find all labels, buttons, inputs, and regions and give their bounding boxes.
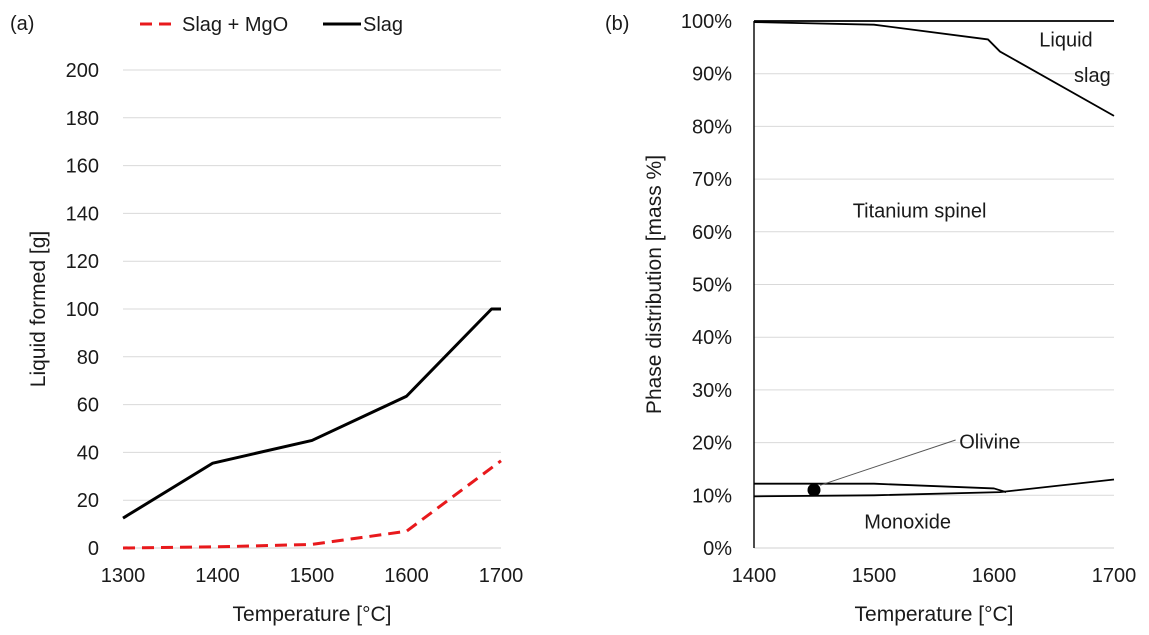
region-label: Titanium spinel [853, 201, 987, 223]
y-tick-label: 50% [692, 275, 732, 297]
y-tick-label: 40 [77, 442, 99, 464]
x-tick-label: 1700 [1092, 565, 1137, 587]
legend-label: Slag [363, 14, 403, 36]
legend: Slag + MgO Slag [140, 14, 403, 36]
panel-label: (a) [10, 13, 34, 35]
y-tick-label: 140 [66, 203, 99, 225]
panel-label: (b) [605, 13, 629, 35]
x-tick-label: 1500 [290, 565, 335, 587]
phase-boundary [754, 482, 1007, 493]
annotation-label: Olivine [959, 432, 1020, 454]
y-axis-title: Phase distribution [mass %] [643, 155, 666, 414]
y-tick-label: 120 [66, 251, 99, 273]
y-tick-label: 60 [77, 395, 99, 417]
x-tick-label: 1700 [479, 565, 524, 587]
x-tick-label: 1300 [101, 565, 146, 587]
y-tick-label: 30% [692, 380, 732, 402]
legend-label: Slag + MgO [182, 14, 288, 36]
olivine-marker [807, 483, 821, 497]
region-label: Monoxide [864, 512, 951, 534]
region-label: Liquid [1039, 29, 1092, 51]
x-tick-label: 1600 [384, 565, 429, 587]
y-tick-label: 80 [77, 347, 99, 369]
y-tick-label: 100% [681, 11, 732, 33]
annotation-leader-line [819, 439, 956, 486]
y-tick-label: 40% [692, 327, 732, 349]
region-label: slag [1074, 65, 1111, 87]
y-tick-label: 80% [692, 116, 732, 138]
x-tick-label: 1500 [852, 565, 897, 587]
chart-panel-b: 0% 10% 20% 30% 40% 50% 60% 70% 80% 90% 100% 1400 150… [605, 11, 1136, 626]
x-tick-label: 1400 [732, 565, 777, 587]
series-line-slag-mgo [122, 459, 502, 550]
y-tick-label: 0% [703, 538, 732, 560]
y-tick-label: 90% [692, 64, 732, 86]
series-line-slag [122, 307, 501, 520]
y-axis-title: Liquid formed [g] [27, 231, 50, 387]
chart-panel-a: 0 20 40 60 80 100 120 140 160 180 200 1300 1400 1500 1… [10, 13, 523, 626]
y-tick-label: 180 [66, 108, 99, 130]
y-tick-label: 160 [66, 156, 99, 178]
x-axis-title: Temperature [°C] [233, 603, 392, 626]
y-tick-label: 0 [88, 538, 99, 560]
y-tick-label: 70% [692, 169, 732, 191]
x-tick-label: 1600 [972, 565, 1017, 587]
y-tick-label: 20 [77, 490, 99, 512]
y-tick-label: 10% [692, 485, 732, 507]
y-tick-label: 60% [692, 222, 732, 244]
x-tick-label: 1400 [195, 565, 240, 587]
y-tick-label: 100 [66, 299, 99, 321]
phase-boundary [753, 21, 1115, 117]
x-axis-title: Temperature [°C] [855, 603, 1014, 626]
y-tick-label: 200 [66, 60, 99, 82]
y-tick-label: 20% [692, 433, 732, 455]
